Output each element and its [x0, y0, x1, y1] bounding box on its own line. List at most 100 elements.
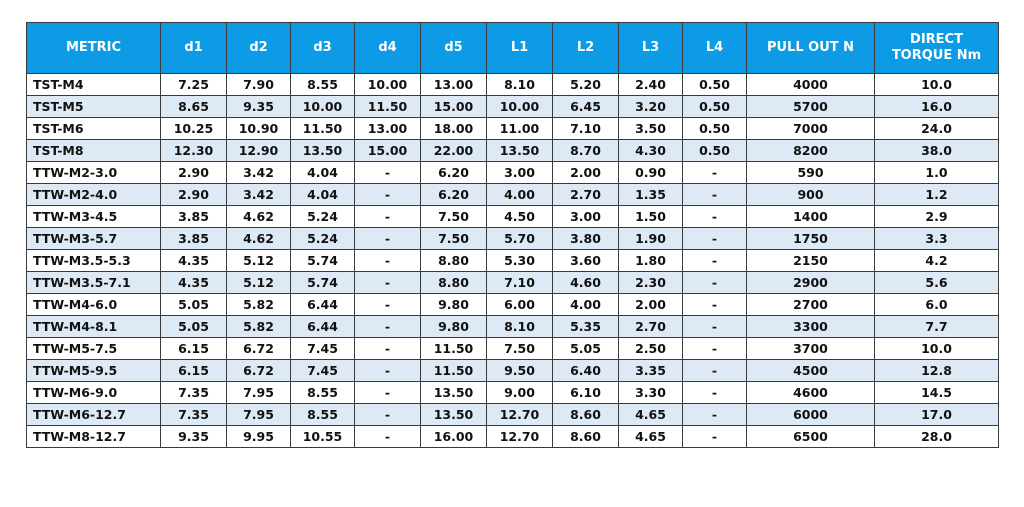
table-row: TTW-M8-12.7 9.35 9.95 10.55-16.00 12.70 8.60 4…: [26, 425, 999, 448]
cell-d2: 6.72: [226, 337, 291, 360]
cell-d5: 13.00: [420, 73, 487, 96]
cell-l3: 2.50: [618, 337, 683, 360]
cell-pull-out: 4000: [746, 73, 875, 96]
cell-l2: 5.35: [552, 315, 619, 338]
spec-table: METRIC d1 d2 d3 d4 d5 L1 L2 L3 L4 PULL O…: [26, 22, 999, 448]
cell-direct-torque: 38.0: [874, 139, 999, 162]
cell-pull-out: 590: [746, 161, 875, 184]
cell-d5: 16.00: [420, 425, 487, 448]
cell-l2: 8.60: [552, 403, 619, 426]
cell-d1: 7.25: [160, 73, 227, 96]
cell-l1: 13.50: [486, 139, 553, 162]
cell-d3: 8.55: [290, 73, 355, 96]
cell-l3: 1.90: [618, 227, 683, 250]
cell-metric: TTW-M5-7.5: [26, 337, 161, 360]
cell-l2: 6.10: [552, 381, 619, 404]
cell-d1: 8.65: [160, 95, 227, 118]
cell-direct-torque: 28.0: [874, 425, 999, 448]
cell-d1: 6.15: [160, 359, 227, 382]
cell-d2: 9.95: [226, 425, 291, 448]
cell-l3: 4.65: [618, 403, 683, 426]
table-row: TTW-M5-7.5 6.15 6.72 7.45-11.50 7.50 5.05 2.50…: [26, 337, 999, 360]
cell-l4: -: [682, 249, 747, 272]
cell-pull-out: 6500: [746, 425, 875, 448]
cell-direct-torque: 24.0: [874, 117, 999, 140]
cell-d3: 6.44: [290, 293, 355, 316]
cell-d4: 15.00: [354, 139, 421, 162]
cell-l2: 3.60: [552, 249, 619, 272]
cell-metric: TTW-M6-12.7: [26, 403, 161, 426]
table-body: TST-M4 7.25 7.90 8.55 10.00 13.00 8.10 5.20 2.40…: [26, 73, 999, 448]
table-row: TST-M6 10.25 10.90 11.50 13.00 18.00 11.00 7.10…: [26, 117, 999, 140]
cell-d2: 12.90: [226, 139, 291, 162]
cell-d4: -: [354, 425, 421, 448]
cell-l3: 1.50: [618, 205, 683, 228]
cell-d1: 12.30: [160, 139, 227, 162]
cell-l4: 0.50: [682, 73, 747, 96]
cell-pull-out: 5700: [746, 95, 875, 118]
cell-l2: 6.40: [552, 359, 619, 382]
cell-direct-torque: 17.0: [874, 403, 999, 426]
cell-d5: 11.50: [420, 359, 487, 382]
cell-pull-out: 4500: [746, 359, 875, 382]
cell-metric: TTW-M4-6.0: [26, 293, 161, 316]
cell-l1: 9.50: [486, 359, 553, 382]
cell-d1: 7.35: [160, 381, 227, 404]
cell-l4: -: [682, 293, 747, 316]
cell-l2: 5.20: [552, 73, 619, 96]
cell-l1: 7.10: [486, 271, 553, 294]
cell-metric: TST-M4: [26, 73, 161, 96]
cell-metric: TTW-M3-4.5: [26, 205, 161, 228]
cell-l3: 3.35: [618, 359, 683, 382]
cell-metric: TTW-M3.5-5.3: [26, 249, 161, 272]
cell-l2: 7.10: [552, 117, 619, 140]
cell-l1: 8.10: [486, 315, 553, 338]
cell-d3: 4.04: [290, 183, 355, 206]
cell-metric: TTW-M3-5.7: [26, 227, 161, 250]
cell-d2: 4.62: [226, 205, 291, 228]
cell-d4: 10.00: [354, 73, 421, 96]
table-row: TTW-M3.5-5.3 4.35 5.12 5.74-8.80 5.30 3.60 1.8…: [26, 249, 999, 272]
cell-l4: -: [682, 337, 747, 360]
cell-pull-out: 3300: [746, 315, 875, 338]
cell-d4: -: [354, 183, 421, 206]
cell-l3: 4.30: [618, 139, 683, 162]
col-header-metric: METRIC: [26, 22, 161, 74]
cell-d4: -: [354, 359, 421, 382]
table-row: TST-M5 8.65 9.35 10.00 11.50 15.00 10.00 6.45 3.…: [26, 95, 999, 118]
cell-l1: 4.00: [486, 183, 553, 206]
table-row: TST-M8 12.30 12.90 13.50 15.00 22.00 13.50 8.70…: [26, 139, 999, 162]
cell-direct-torque: 1.0: [874, 161, 999, 184]
col-header-l2: L2: [552, 22, 619, 74]
cell-d5: 8.80: [420, 249, 487, 272]
cell-metric: TTW-M8-12.7: [26, 425, 161, 448]
col-header-d2: d2: [226, 22, 291, 74]
cell-l3: 2.30: [618, 271, 683, 294]
cell-l4: -: [682, 161, 747, 184]
cell-d5: 9.80: [420, 315, 487, 338]
cell-l1: 8.10: [486, 73, 553, 96]
table-row: TTW-M3.5-7.1 4.35 5.12 5.74-8.80 7.10 4.60 2.3…: [26, 271, 999, 294]
cell-d4: -: [354, 293, 421, 316]
cell-l2: 4.00: [552, 293, 619, 316]
cell-pull-out: 7000: [746, 117, 875, 140]
cell-pull-out: 1400: [746, 205, 875, 228]
cell-d2: 5.12: [226, 249, 291, 272]
cell-d1: 10.25: [160, 117, 227, 140]
cell-l2: 5.05: [552, 337, 619, 360]
cell-l4: 0.50: [682, 139, 747, 162]
cell-l4: -: [682, 403, 747, 426]
cell-d2: 4.62: [226, 227, 291, 250]
cell-pull-out: 900: [746, 183, 875, 206]
cell-d5: 13.50: [420, 403, 487, 426]
cell-l3: 0.90: [618, 161, 683, 184]
cell-d4: -: [354, 271, 421, 294]
cell-d5: 9.80: [420, 293, 487, 316]
table-row: TTW-M3-4.5 3.85 4.62 5.24-7.50 4.50 3.00 1.50-…: [26, 205, 999, 228]
cell-d3: 5.74: [290, 271, 355, 294]
cell-d1: 2.90: [160, 183, 227, 206]
cell-l2: 6.45: [552, 95, 619, 118]
cell-d3: 5.74: [290, 249, 355, 272]
cell-d5: 6.20: [420, 183, 487, 206]
cell-d1: 4.35: [160, 271, 227, 294]
